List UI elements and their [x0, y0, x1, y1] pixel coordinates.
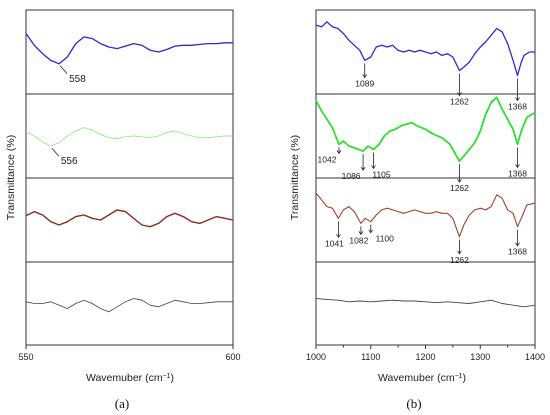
- annotation-label: 1262: [450, 183, 469, 193]
- annotation-label: 556: [61, 156, 78, 167]
- annotation-label: 1262: [450, 96, 469, 106]
- annotation-label: 1042: [318, 154, 337, 164]
- series-line-2: [315, 96, 536, 163]
- annotation-arrowhead: [360, 166, 366, 171]
- annotation-arrowhead: [371, 165, 376, 170]
- x-axis-title: Wavemuber (cm−1): [86, 372, 174, 384]
- annotation-arrowhead: [515, 164, 520, 169]
- panel-label: (a): [115, 396, 129, 411]
- annotation-label: 1105: [372, 169, 391, 179]
- panel-label: (b): [406, 396, 421, 411]
- x-axis-title: Wavemuber (cm−1): [378, 372, 466, 384]
- panel-b: 1089 1262 1368 1042 1086 1105 1262 1368 1041 1082…: [289, 9, 545, 411]
- annotation-arrowhead: [336, 150, 342, 155]
- x-tick-label: 550: [18, 352, 33, 362]
- annotation-label: 1082: [349, 235, 368, 245]
- annotation-arrowhead: [457, 92, 462, 97]
- annotation-arrowhead: [358, 231, 364, 236]
- annotation-leader: [51, 147, 60, 157]
- annotation-label: 1086: [342, 171, 361, 181]
- x-tick-label: 1200: [415, 352, 435, 362]
- annotation-label: 1089: [355, 78, 374, 88]
- annotation-arrowhead: [368, 229, 374, 234]
- annotation-arrowhead: [457, 250, 462, 255]
- annotation-label: 1262: [450, 255, 469, 265]
- annotation-arrowhead: [362, 74, 368, 79]
- panel-a: 558 556 550 600 Wavemuber (cm−1) Transmittanc…: [5, 9, 241, 411]
- annotation-arrowhead: [457, 178, 462, 183]
- annotation-label: 1368: [508, 247, 527, 257]
- series-line-3: [315, 192, 536, 238]
- series-line-4: [315, 298, 536, 308]
- x-tick-label: 600: [225, 352, 240, 362]
- annotation-arrowhead: [336, 234, 341, 239]
- annotation-label: 558: [69, 74, 86, 85]
- annotation-label: 1368: [508, 168, 527, 178]
- annotation-arrowhead: [515, 97, 520, 102]
- y-axis-title: Transmittance (%): [289, 135, 301, 220]
- series-line-2: [25, 127, 233, 147]
- x-tick-label: 1300: [470, 352, 490, 362]
- series-line-4: [25, 298, 233, 313]
- x-tick-label: 1100: [361, 352, 380, 362]
- annotation-label: 1100: [376, 234, 395, 244]
- annotation-label: 1368: [508, 102, 527, 112]
- y-axis-title: Transmittance (%): [5, 135, 17, 220]
- x-tick-label: 1400: [525, 352, 545, 362]
- annotation-arrowhead: [515, 242, 520, 247]
- annotation-leader: [59, 65, 68, 75]
- series-line-1: [25, 33, 233, 65]
- x-tick-label: 1000: [306, 352, 326, 362]
- annotation-label: 1041: [325, 238, 344, 248]
- series-line-3: [25, 209, 234, 228]
- series-line-1: [315, 21, 535, 77]
